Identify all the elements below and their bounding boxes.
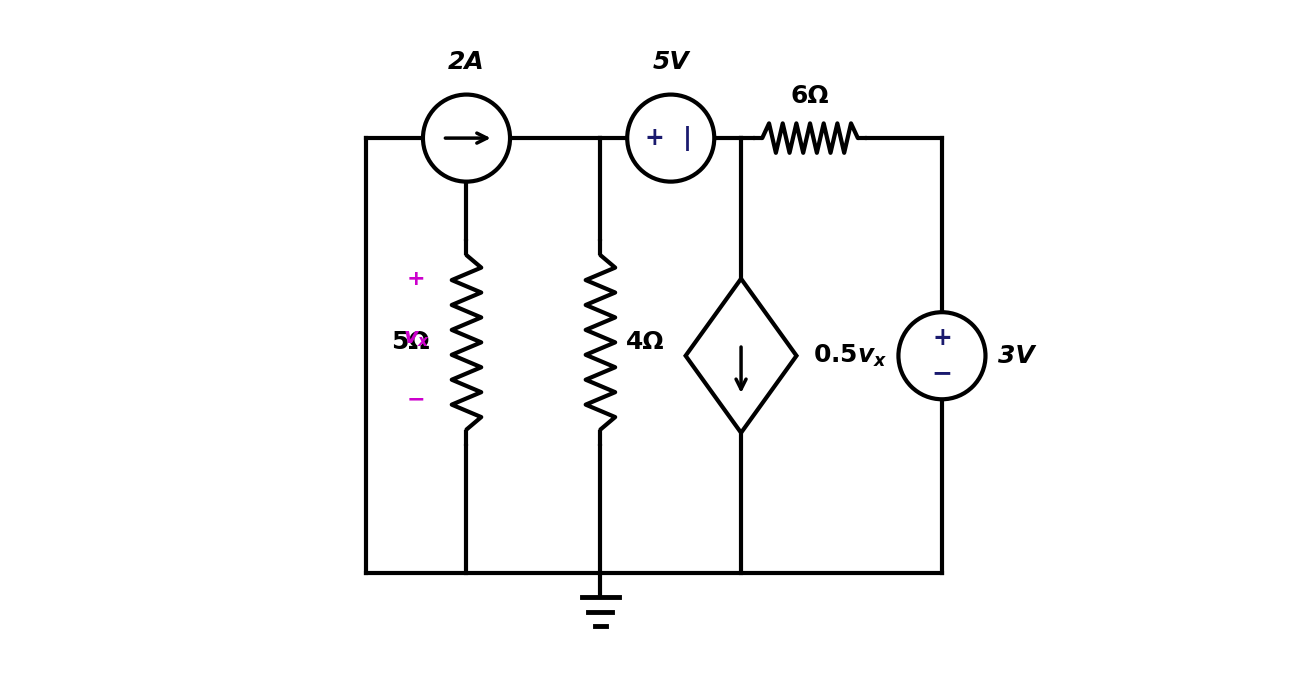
Text: 4Ω: 4Ω bbox=[625, 330, 664, 355]
Circle shape bbox=[628, 94, 714, 182]
Text: +: + bbox=[933, 326, 952, 351]
Text: −: − bbox=[931, 361, 952, 385]
Text: $\bfit{v}_x$: $\bfit{v}_x$ bbox=[403, 329, 430, 349]
Circle shape bbox=[422, 94, 510, 182]
Text: −: − bbox=[407, 389, 425, 410]
Text: 0.5$\bfit{v}_x$: 0.5$\bfit{v}_x$ bbox=[814, 342, 888, 369]
Text: 5V: 5V bbox=[653, 50, 689, 75]
Text: |: | bbox=[683, 125, 692, 151]
Text: 3V: 3V bbox=[998, 344, 1035, 367]
Text: +: + bbox=[645, 126, 664, 150]
Polygon shape bbox=[685, 279, 797, 433]
Text: 6Ω: 6Ω bbox=[791, 84, 829, 108]
Text: 5Ω: 5Ω bbox=[391, 330, 429, 355]
Text: 2A: 2A bbox=[449, 50, 485, 75]
Text: +: + bbox=[407, 268, 425, 289]
Circle shape bbox=[899, 312, 985, 399]
